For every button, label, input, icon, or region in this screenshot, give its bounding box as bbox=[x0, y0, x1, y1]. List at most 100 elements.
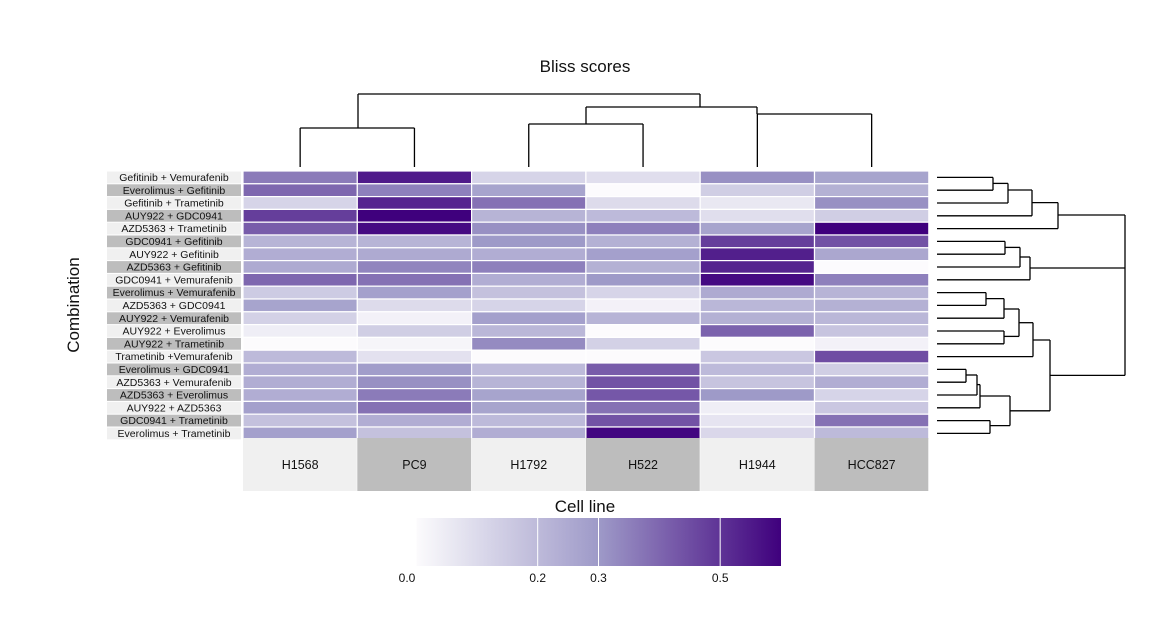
row-label-background bbox=[107, 184, 241, 197]
heatmap-cell bbox=[242, 375, 358, 390]
row-label-background bbox=[107, 286, 241, 299]
row-label: Gefitinib + Vemurafenib bbox=[119, 172, 229, 184]
column-label: H522 bbox=[628, 458, 658, 472]
heatmap-cell bbox=[242, 234, 358, 249]
x-axis-label: Cell line bbox=[555, 497, 615, 516]
row-label-background bbox=[107, 363, 241, 376]
heatmap-cell bbox=[699, 170, 816, 185]
row-label: Trametinib +Vemurafenib bbox=[115, 351, 232, 363]
heatmap-cell bbox=[813, 247, 930, 262]
heatmap-cell bbox=[356, 388, 473, 403]
heatmap-cell bbox=[585, 208, 701, 223]
heatmap-cell bbox=[585, 324, 701, 339]
column-label-background bbox=[471, 438, 586, 491]
row-label-background bbox=[107, 209, 241, 222]
heatmap-cell bbox=[813, 183, 930, 198]
heatmap-cell bbox=[356, 208, 473, 223]
heatmap-cell bbox=[699, 375, 816, 390]
column-label-background bbox=[243, 438, 357, 491]
heatmap-cell bbox=[356, 362, 473, 377]
row-label: AUY922 + GDC0941 bbox=[125, 210, 223, 222]
heatmap-cell bbox=[813, 221, 930, 236]
row-label: AZD5363 + Gefitinib bbox=[127, 262, 222, 274]
heatmap-cell bbox=[813, 234, 930, 249]
heatmap-cell bbox=[585, 170, 701, 185]
heatmap-cell bbox=[471, 324, 587, 339]
heatmap-cell bbox=[356, 183, 473, 198]
heatmap-cell bbox=[242, 170, 358, 185]
heatmap-cell bbox=[699, 272, 816, 287]
heatmap-cell bbox=[813, 272, 930, 287]
row-label-background bbox=[107, 197, 241, 209]
row-label-background bbox=[107, 350, 241, 363]
heatmap-cell bbox=[356, 196, 473, 211]
row-label-background bbox=[107, 261, 241, 273]
heatmap-cell bbox=[471, 247, 587, 262]
heatmap-cell bbox=[813, 311, 930, 326]
column-label: H1568 bbox=[282, 458, 319, 472]
heatmap-cell bbox=[585, 260, 701, 275]
legend-tick-label: 0.5 bbox=[712, 571, 729, 585]
legend-tick-label: 0.0 bbox=[399, 571, 416, 585]
row-dendrogram bbox=[937, 176, 1126, 435]
heatmap-cell bbox=[585, 426, 701, 441]
heatmap-cell bbox=[471, 260, 587, 275]
heatmap-cell bbox=[585, 298, 701, 313]
heatmap-cell bbox=[242, 247, 358, 262]
heatmap-cell bbox=[356, 375, 473, 390]
column-label-background bbox=[814, 438, 929, 491]
heatmap-cell bbox=[356, 221, 473, 236]
heatmap-cell bbox=[585, 400, 701, 415]
heatmap-cell bbox=[813, 298, 930, 313]
row-label: AUY922 + Gefitinib bbox=[129, 249, 219, 261]
heatmap-cell bbox=[356, 336, 473, 351]
heatmap-cell bbox=[699, 208, 816, 223]
color-legend: 0.0 0.2 0.3 0.5 bbox=[399, 518, 781, 585]
column-label: HCC827 bbox=[848, 458, 896, 472]
heatmap-cell bbox=[585, 183, 701, 198]
heatmap-cell bbox=[242, 260, 358, 275]
heatmap-cell bbox=[471, 426, 587, 441]
row-label-background bbox=[107, 222, 241, 235]
heatmap-cell bbox=[813, 260, 930, 275]
heatmap-cell bbox=[471, 272, 587, 287]
row-label: Everolimus + GDC0941 bbox=[119, 364, 230, 376]
heatmap-cell bbox=[813, 336, 930, 351]
column-dendrogram bbox=[299, 93, 873, 167]
row-label: Everolimus + Gefitinib bbox=[123, 185, 226, 197]
row-label-background bbox=[107, 312, 241, 325]
heatmap-cell bbox=[699, 221, 816, 236]
heatmap-cell bbox=[471, 170, 587, 185]
chart-title: Bliss scores bbox=[540, 57, 631, 76]
heatmap-cell bbox=[471, 234, 587, 249]
column-labels: H1568 PC9 H1792 H522 H1944 HCC827 bbox=[243, 438, 929, 491]
heatmap-cell bbox=[242, 208, 358, 223]
heatmap-cell bbox=[699, 298, 816, 313]
column-label: PC9 bbox=[402, 458, 426, 472]
heatmap-cell bbox=[585, 413, 701, 428]
row-label-background bbox=[107, 325, 241, 337]
column-label-background bbox=[357, 438, 472, 491]
heatmap-cell bbox=[356, 247, 473, 262]
row-label-background bbox=[107, 414, 241, 427]
heatmap-cell bbox=[356, 311, 473, 326]
row-label-background bbox=[107, 427, 241, 440]
heatmap-cell bbox=[356, 234, 473, 249]
heatmap-cell bbox=[356, 170, 473, 185]
row-label-background bbox=[107, 248, 241, 261]
heatmap-cell bbox=[585, 234, 701, 249]
heatmap-cell bbox=[242, 196, 358, 211]
heatmap-cell bbox=[699, 413, 816, 428]
heatmap-cell bbox=[242, 221, 358, 236]
row-label: AZD5363 + GDC0941 bbox=[122, 300, 225, 312]
heatmap-cell bbox=[471, 413, 587, 428]
heatmap-cell bbox=[585, 349, 701, 364]
heatmap-cell bbox=[813, 324, 930, 339]
row-label: GDC0941 + Trametinib bbox=[120, 415, 228, 427]
heatmap-cell bbox=[356, 260, 473, 275]
heatmap-cell bbox=[471, 349, 587, 364]
row-label: AUY922 + Everolimus bbox=[122, 326, 225, 338]
heatmap-cell bbox=[585, 221, 701, 236]
heatmap-cell bbox=[471, 311, 587, 326]
heatmap-cell bbox=[813, 413, 930, 428]
